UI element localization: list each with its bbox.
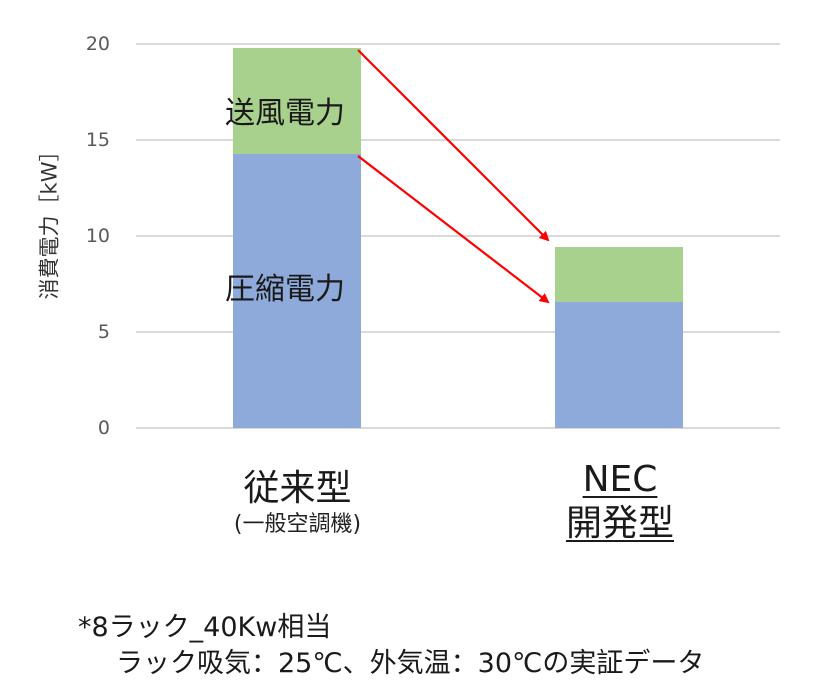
category-conventional-subtitle: (一般空調機) <box>233 512 362 537</box>
y-tick-20: 20 <box>85 33 110 55</box>
category-conventional-title: 従来型 <box>243 468 352 509</box>
y-axis-label: 消費電力［kW］ <box>28 100 68 340</box>
category-nec-line2: 開発型 <box>565 503 674 544</box>
y-tick-15: 15 <box>85 129 110 151</box>
category-conventional: 従来型 (一般空調機) <box>220 468 375 540</box>
chart-plot-area <box>136 43 780 429</box>
footnote-line1: *8ラック_40Kw相当 <box>78 612 332 643</box>
category-nec: NEC 開発型 <box>540 458 700 546</box>
arrow-total-reduction-icon <box>357 49 550 242</box>
bar-nec-compressor-segment <box>555 302 683 428</box>
y-axis-label-text: 消費電力［kW］ <box>37 140 61 300</box>
category-nec-line1: NEC <box>582 459 658 500</box>
footnote-line2: ラック吸気：25℃、外気温：30℃の実証データ <box>116 648 705 679</box>
bar-conventional-fan-segment <box>233 48 361 155</box>
bar-conventional <box>233 48 361 428</box>
bar-nec <box>555 247 683 428</box>
fan-power-label: 送風電力 <box>225 96 345 131</box>
bar-conventional-compressor-segment <box>233 154 361 428</box>
compressor-power-label: 圧縮電力 <box>225 272 345 307</box>
reduction-arrows <box>357 49 550 304</box>
y-tick-10: 10 <box>85 225 110 247</box>
y-tick-5: 5 <box>97 321 110 343</box>
y-tick-0: 0 <box>97 417 110 439</box>
arrow-compressor-reduction-icon <box>357 155 550 304</box>
bar-nec-fan-segment <box>555 247 683 303</box>
footnote: *8ラック_40Kw相当 ラック吸気：25℃、外気温：30℃の実証データ <box>78 610 704 682</box>
